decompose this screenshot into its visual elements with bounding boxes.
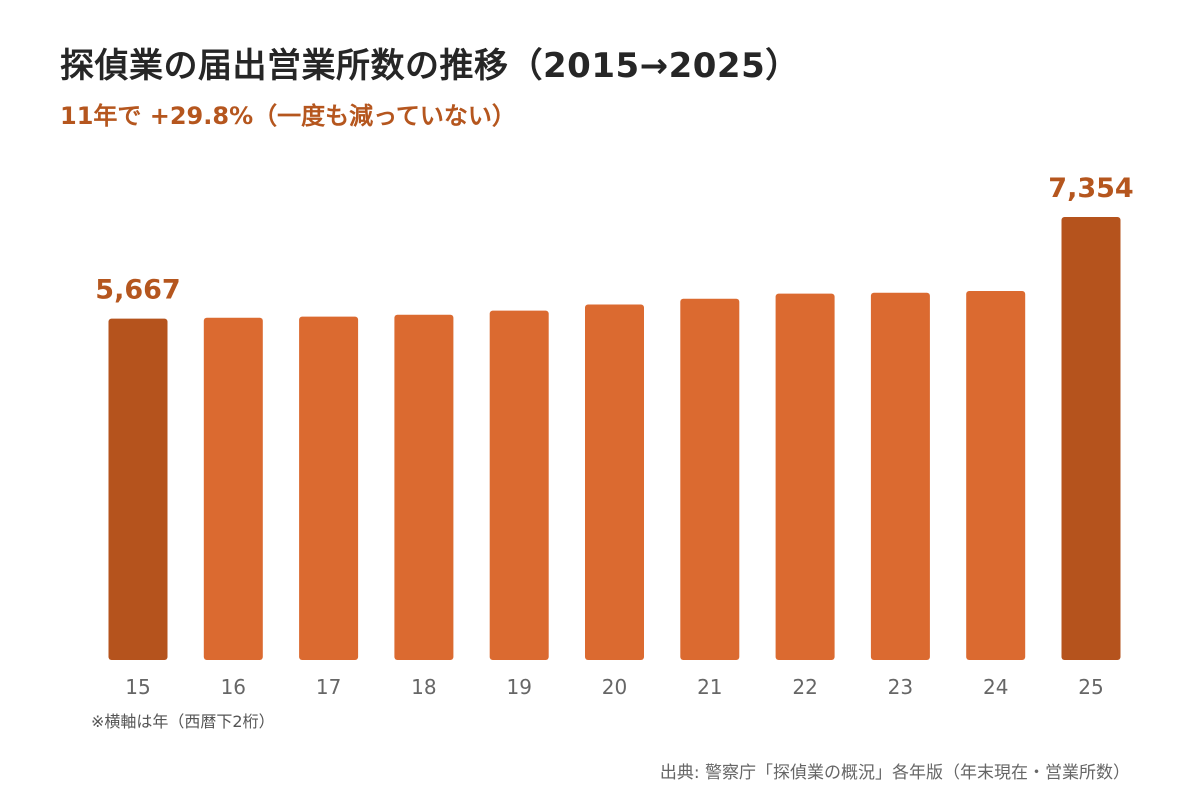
data-label: 7,354 — [1048, 173, 1133, 204]
x-tick-label: 24 — [983, 675, 1008, 699]
x-tick-label: 15 — [125, 675, 150, 699]
x-tick-label: 17 — [316, 675, 341, 699]
chart-subtitle: 11年で +29.8%（一度も減っていない） — [60, 102, 516, 130]
bar-17 — [299, 316, 359, 660]
x-tick-label: 23 — [888, 675, 913, 699]
x-tick-label: 22 — [792, 675, 817, 699]
x-tick-label: 25 — [1078, 675, 1103, 699]
source-note: 出典: 警察庁「探偵業の概況」各年版（年末現在・営業所数） — [659, 763, 1130, 783]
axis-note: ※横軸は年（西暦下2桁） — [91, 712, 275, 731]
x-tick-label: 18 — [411, 675, 436, 699]
x-tick-label: 16 — [221, 675, 246, 699]
x-tick-label: 20 — [602, 675, 627, 699]
bar-15 — [108, 318, 168, 660]
data-label: 5,667 — [95, 275, 180, 306]
bar-22 — [775, 293, 835, 660]
x-tick-label: 21 — [697, 675, 722, 699]
x-tick-label: 19 — [506, 675, 531, 699]
bar-24 — [966, 291, 1026, 660]
bar-19 — [489, 310, 549, 660]
bar-18 — [394, 314, 454, 660]
bar-25 — [1061, 217, 1121, 660]
chart-title: 探偵業の届出営業所数の推移（2015→2025） — [60, 46, 800, 86]
bar-16 — [203, 317, 263, 660]
bar-23 — [870, 292, 930, 660]
bar-21 — [680, 298, 740, 660]
bar-20 — [585, 304, 644, 660]
